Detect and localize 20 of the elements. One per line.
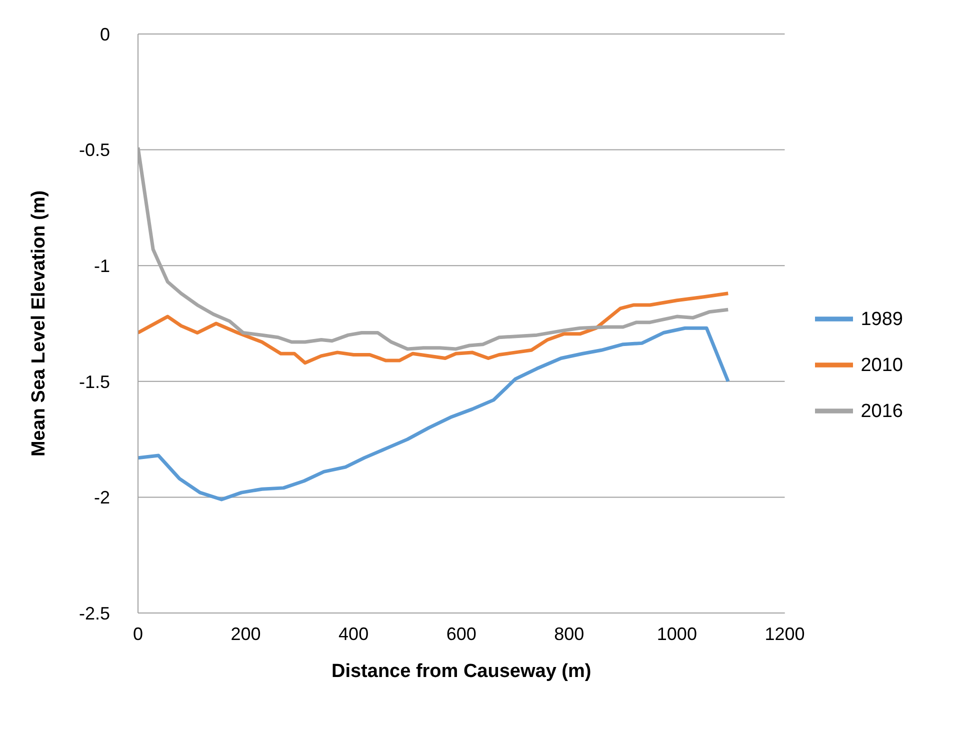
y-axis-title: Mean Sea Level Elevation (m)	[28, 190, 50, 457]
x-axis-title: Distance from Causeway (m)	[331, 661, 592, 682]
x-tick-label: 0	[132, 624, 144, 644]
y-tick-label: -1.5	[78, 372, 110, 392]
y-tick-label: -1	[94, 256, 110, 276]
legend-label: 1989	[860, 308, 903, 330]
x-tick-label: 1000	[656, 624, 697, 644]
legend-label: 2016	[860, 400, 903, 422]
x-tick-label: 800	[554, 624, 584, 644]
x-tick-label: 1200	[764, 624, 805, 644]
legend-label: 2010	[860, 354, 903, 376]
line-series	[138, 326, 730, 502]
x-tick-label: 400	[338, 624, 369, 644]
x-tick-label: 200	[230, 624, 261, 644]
x-tick-label: 600	[446, 624, 476, 644]
y-tick-label: -2	[94, 488, 110, 508]
y-tick-label: -2.5	[78, 603, 110, 624]
y-tick-label: 0	[100, 24, 110, 44]
y-tick-label: -0.5	[78, 140, 110, 160]
line-series	[138, 292, 730, 365]
